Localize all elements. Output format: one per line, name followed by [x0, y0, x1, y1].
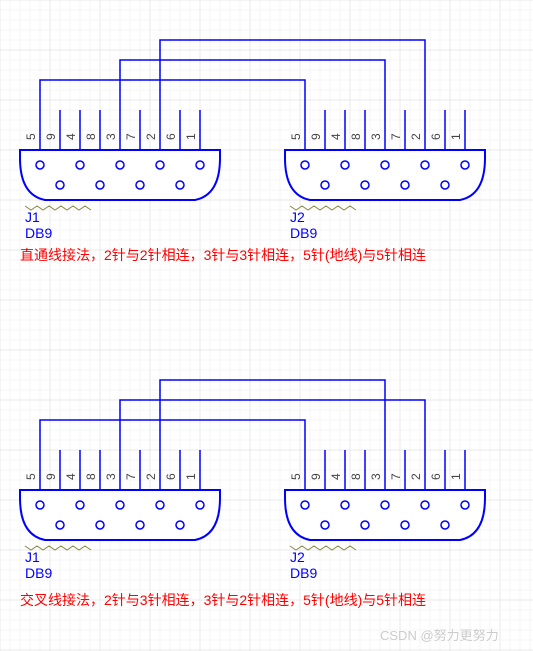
pin-label: 1	[449, 473, 463, 480]
pin-label: 2	[144, 133, 158, 140]
watermark: CSDN @努力更努力	[380, 628, 499, 643]
ref-designator: J2	[290, 549, 305, 565]
part-name: DB9	[290, 225, 317, 241]
pin-label: 5	[289, 133, 303, 140]
pin-label: 1	[184, 133, 198, 140]
pin-label: 3	[369, 473, 383, 480]
pin-label: 3	[104, 473, 118, 480]
pin-label: 9	[309, 133, 323, 140]
pin-label: 2	[144, 473, 158, 480]
pin-label: 9	[309, 473, 323, 480]
part-name: DB9	[25, 225, 52, 241]
caption: 交叉线接法，2针与3针相连，3针与2针相连，5针(地线)与5针相连	[20, 592, 426, 608]
pin-label: 4	[64, 133, 78, 140]
pin-label: 8	[84, 473, 98, 480]
pin-label: 3	[104, 133, 118, 140]
pin-label: 5	[24, 473, 38, 480]
pin-label: 9	[44, 473, 58, 480]
pin-label: 6	[164, 133, 178, 140]
pin-label: 4	[329, 473, 343, 480]
connector-body	[20, 150, 220, 200]
part-name: DB9	[25, 565, 52, 581]
pin-label: 7	[389, 133, 403, 140]
pin-label: 7	[124, 473, 138, 480]
caption: 直通线接法，2针与2针相连，3针与3针相连，5针(地线)与5针相连	[20, 247, 426, 263]
pin-label: 1	[184, 473, 198, 480]
connector-body	[20, 490, 220, 540]
pin-label: 8	[349, 473, 363, 480]
pin-label: 3	[369, 133, 383, 140]
ref-designator: J1	[25, 549, 40, 565]
pin-label: 6	[429, 133, 443, 140]
pin-label: 2	[409, 473, 423, 480]
pin-label: 4	[64, 473, 78, 480]
pin-label: 1	[449, 133, 463, 140]
pin-label: 7	[389, 473, 403, 480]
pin-label: 2	[409, 133, 423, 140]
pin-label: 5	[24, 133, 38, 140]
connector-body	[285, 150, 485, 200]
schematic-canvas: 594837261J1DB9594837261J2DB9直通线接法，2针与2针相…	[0, 0, 533, 651]
pin-label: 4	[329, 133, 343, 140]
part-name: DB9	[290, 565, 317, 581]
pin-label: 8	[349, 133, 363, 140]
pin-label: 8	[84, 133, 98, 140]
connector-body	[285, 490, 485, 540]
ref-designator: J1	[25, 209, 40, 225]
pin-label: 9	[44, 133, 58, 140]
ref-designator: J2	[290, 209, 305, 225]
pin-label: 6	[164, 473, 178, 480]
pin-label: 7	[124, 133, 138, 140]
pin-label: 5	[289, 473, 303, 480]
pin-label: 6	[429, 473, 443, 480]
